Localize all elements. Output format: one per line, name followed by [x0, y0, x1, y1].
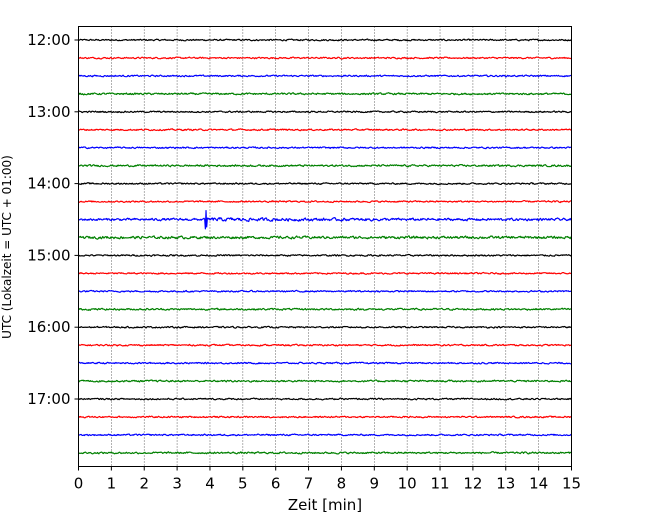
x-tick-label: 7 — [304, 475, 314, 493]
trace-line — [78, 361, 572, 365]
x-tick-label: 15 — [562, 475, 581, 493]
plot-frame — [78, 26, 572, 467]
x-tick-label: 8 — [337, 475, 347, 493]
tick-layer: 0 1 2 3 4 5 6 7 8 9 10 11 12 13 14 1512:0013:0014:0015:… — [27, 31, 581, 493]
x-tick-label: 2 — [139, 475, 149, 493]
x-tick-label: 10 — [398, 475, 417, 493]
trace-line — [78, 325, 572, 329]
trace-line — [78, 451, 572, 455]
x-tick-label: 14 — [529, 475, 548, 493]
trace-line — [78, 307, 572, 311]
trace-layer — [78, 38, 573, 455]
trace-line — [78, 128, 572, 132]
x-tick-label: 9 — [370, 475, 380, 493]
x-tick-label: 6 — [271, 475, 281, 493]
x-tick-label: 4 — [205, 475, 215, 493]
trace-line — [78, 92, 572, 96]
trace-line — [78, 289, 572, 293]
trace-line — [78, 182, 572, 186]
y-tick-label: 16:00 — [27, 318, 70, 336]
y-tick-label: 13:00 — [27, 103, 70, 121]
trace-line — [78, 343, 572, 347]
x-tick-label: 13 — [496, 475, 515, 493]
trace-line — [78, 146, 572, 150]
trace-line — [78, 56, 572, 60]
grid-layer — [111, 26, 539, 467]
trace-line — [78, 235, 572, 240]
trace-line — [78, 379, 572, 383]
y-tick-label: 17:00 — [27, 390, 70, 408]
trace-line — [78, 433, 572, 437]
trace-line — [78, 253, 572, 257]
y-tick-label: 12:00 — [27, 31, 70, 49]
x-tick-label: 5 — [238, 475, 248, 493]
trace-line — [78, 163, 572, 168]
trace-line — [78, 271, 572, 275]
trace-line — [78, 397, 572, 401]
trace-line — [78, 38, 572, 42]
y-tick-label: 15:00 — [27, 246, 70, 264]
x-tick-label: 0 — [74, 475, 84, 493]
trace-line — [78, 415, 572, 419]
x-axis-label: Zeit [min] — [288, 496, 362, 514]
y-tick-label: 14:00 — [27, 175, 70, 193]
x-tick-label: 3 — [172, 475, 182, 493]
trace-line — [78, 74, 572, 78]
trace-line — [78, 210, 573, 230]
trace-line — [78, 199, 572, 204]
x-tick-label: 12 — [463, 475, 482, 493]
x-tick-label: 11 — [430, 475, 449, 493]
trace-line — [78, 110, 572, 114]
y-axis-label: UTC (Lokalzeit = UTC + 01:00) — [0, 155, 14, 339]
x-tick-label: 1 — [107, 475, 117, 493]
